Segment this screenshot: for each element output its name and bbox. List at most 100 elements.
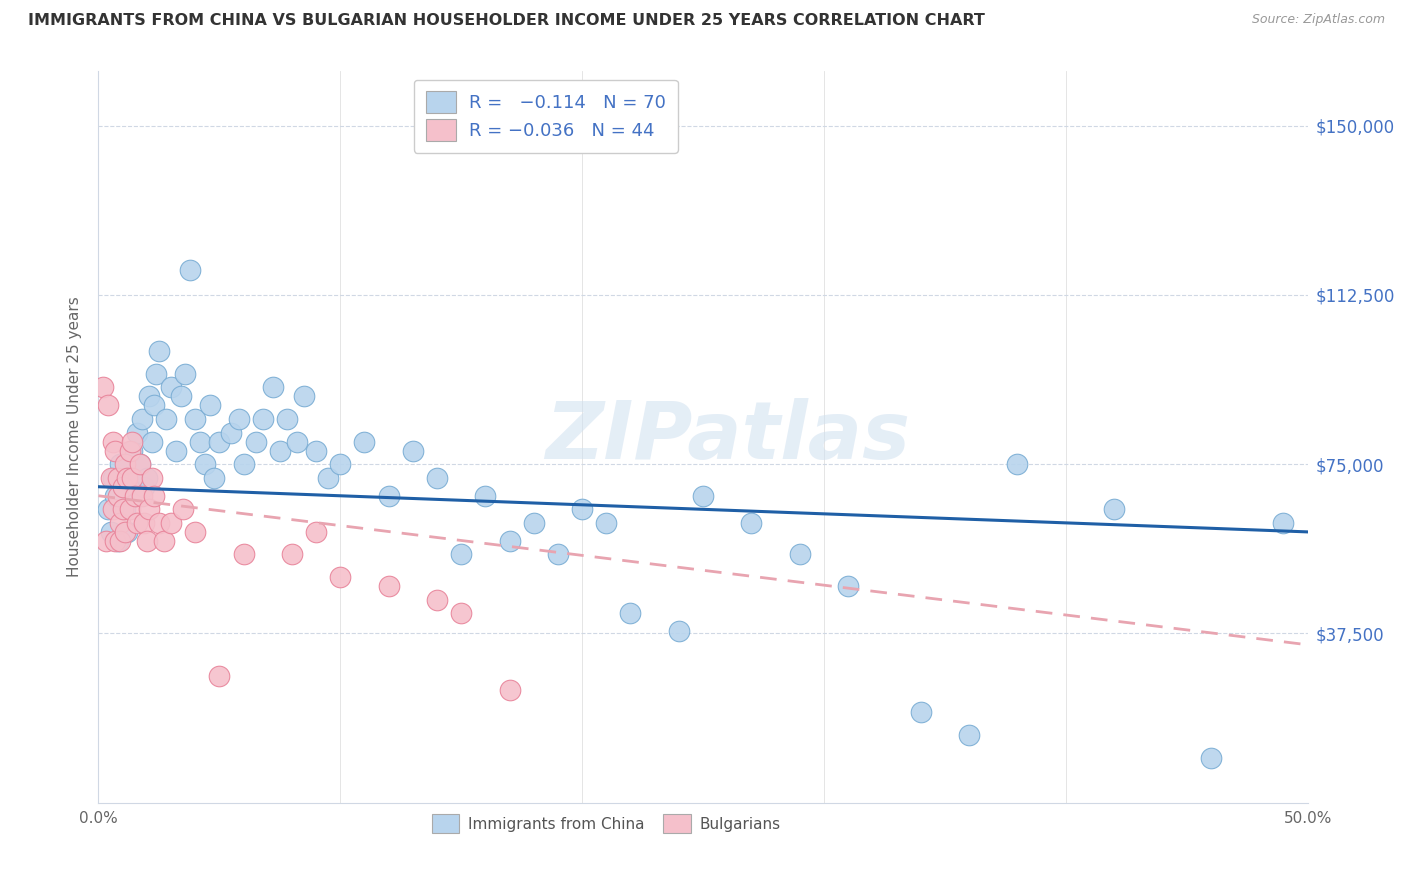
Point (179, 263, 201, 277)
Point (232, 548, 254, 562)
Point (118, 471, 141, 485)
Point (131, 489, 153, 503)
Point (740, 516, 762, 530)
Point (474, 489, 496, 503)
Point (547, 548, 569, 562)
Point (127, 425, 149, 440)
Text: ZIPatlas: ZIPatlas (544, 398, 910, 476)
Point (128, 457, 150, 471)
Point (114, 457, 136, 471)
Point (172, 502, 194, 516)
Point (169, 389, 191, 403)
Point (107, 471, 129, 485)
Point (595, 516, 617, 530)
Point (152, 533, 174, 548)
Point (143, 399, 166, 413)
Point (292, 389, 315, 403)
Point (114, 502, 136, 516)
Point (571, 502, 593, 516)
Point (148, 516, 170, 530)
Point (97, 502, 120, 516)
Point (108, 516, 131, 530)
Y-axis label: Householder Income Under 25 years: Householder Income Under 25 years (67, 297, 83, 577)
Point (426, 471, 449, 485)
Point (124, 489, 146, 503)
Point (97, 399, 120, 413)
Point (135, 533, 157, 548)
Point (174, 367, 197, 381)
Point (135, 471, 157, 485)
Point (104, 533, 127, 548)
Point (232, 457, 254, 471)
Point (316, 471, 339, 485)
Point (252, 412, 274, 426)
Point (245, 434, 267, 449)
Point (837, 579, 859, 593)
Point (108, 533, 131, 548)
Point (101, 502, 124, 516)
Point (402, 443, 425, 458)
Point (221, 425, 243, 440)
Point (789, 548, 811, 562)
Point (134, 480, 156, 494)
Point (94, 533, 117, 548)
Point (160, 380, 183, 394)
Point (127, 516, 149, 530)
Point (101, 434, 124, 449)
Point (100, 471, 122, 485)
Point (114, 524, 136, 539)
Point (450, 548, 472, 562)
Point (118, 502, 141, 516)
Point (143, 489, 166, 503)
Point (100, 524, 122, 539)
Point (111, 502, 134, 516)
Point (450, 606, 472, 620)
Point (165, 443, 187, 458)
Point (208, 434, 231, 449)
Point (523, 516, 546, 530)
Point (118, 443, 141, 458)
Point (108, 457, 131, 471)
Point (262, 380, 284, 394)
Point (134, 516, 156, 530)
Point (121, 471, 143, 485)
Point (426, 592, 449, 607)
Point (276, 412, 298, 426)
Point (329, 570, 352, 584)
Point (1272, 516, 1295, 530)
Point (121, 443, 143, 458)
Point (184, 524, 207, 539)
Point (1199, 750, 1222, 764)
Point (148, 344, 170, 359)
Point (131, 412, 153, 426)
Point (198, 399, 221, 413)
Point (498, 682, 520, 697)
Point (305, 524, 328, 539)
Point (377, 489, 399, 503)
Point (498, 533, 520, 548)
Point (194, 457, 217, 471)
Point (184, 412, 207, 426)
Point (104, 489, 127, 503)
Point (692, 489, 714, 503)
Point (141, 434, 163, 449)
Point (124, 489, 146, 503)
Point (128, 457, 150, 471)
Point (117, 471, 139, 485)
Text: IMMIGRANTS FROM CHINA VS BULGARIAN HOUSEHOLDER INCOME UNDER 25 YEARS CORRELATION: IMMIGRANTS FROM CHINA VS BULGARIAN HOUSE… (28, 13, 986, 29)
Point (208, 669, 231, 683)
Point (107, 533, 129, 548)
Point (957, 728, 980, 742)
Point (1007, 457, 1029, 471)
Point (101, 471, 124, 485)
Point (138, 502, 160, 516)
Point (138, 389, 160, 403)
Point (285, 434, 308, 449)
Legend: Immigrants from China, Bulgarians: Immigrants from China, Bulgarians (426, 808, 787, 839)
Point (111, 480, 134, 494)
Text: Source: ZipAtlas.com: Source: ZipAtlas.com (1251, 13, 1385, 27)
Point (269, 443, 291, 458)
Point (145, 367, 167, 381)
Point (668, 624, 690, 639)
Point (305, 443, 328, 458)
